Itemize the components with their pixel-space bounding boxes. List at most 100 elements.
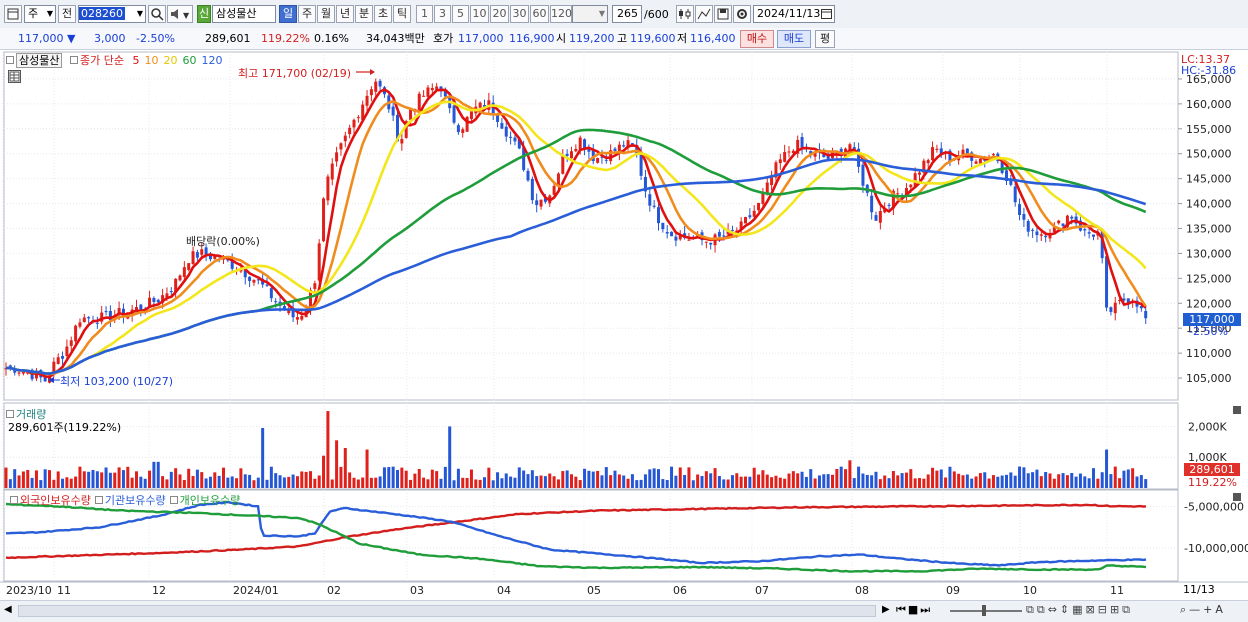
interval-button-10[interactable]: 10 — [470, 5, 489, 23]
playback-controls[interactable]: ⏮■⏭ — [896, 603, 933, 616]
table-icon[interactable] — [8, 70, 21, 83]
candle-body — [574, 148, 578, 152]
legend-ma-10[interactable]: 10 — [144, 54, 159, 67]
volume-bar — [783, 478, 787, 488]
volume-bar — [204, 478, 208, 488]
interval-button-120[interactable]: 120 — [550, 5, 572, 23]
zoom-tool-icons[interactable]: ⌕—+A — [1180, 603, 1226, 616]
price-axis-label: 130,000 — [1186, 247, 1232, 260]
candle-body — [504, 126, 508, 137]
candle-body — [717, 232, 721, 237]
period-tab-5[interactable]: 초 — [374, 5, 392, 23]
volume-bar — [474, 479, 478, 488]
period-tab-2[interactable]: 월 — [317, 5, 335, 23]
volume-bar — [465, 477, 469, 488]
candle-body — [121, 308, 125, 317]
legend-ma-label[interactable]: 종가 단순 — [79, 54, 124, 67]
volume-bar — [382, 467, 386, 488]
legend-stock-name[interactable]: 삼성물산 — [16, 53, 63, 68]
zoom-slider-handle[interactable] — [982, 605, 986, 616]
scrollbar-track[interactable] — [18, 605, 876, 617]
interval-button-3[interactable]: 3 — [434, 5, 451, 23]
holding-legend-1[interactable]: 기관보유수량 — [104, 494, 166, 507]
interval-button-5[interactable]: 5 — [452, 5, 469, 23]
legend-ma-60[interactable]: 60 — [182, 54, 197, 67]
candle-body — [626, 140, 630, 148]
candle-body — [339, 143, 343, 150]
period-tab-1[interactable]: 주 — [298, 5, 316, 23]
gear-icon[interactable] — [733, 5, 751, 23]
legend-ma-5[interactable]: 5 — [132, 54, 140, 67]
sell-button[interactable]: 매도 — [777, 30, 811, 48]
legend-toggle-0[interactable] — [10, 496, 18, 504]
candle-body — [21, 371, 25, 374]
holding-line-individual — [5, 502, 1147, 573]
interval-button-20[interactable]: 20 — [490, 5, 509, 23]
volume-bar — [965, 474, 969, 488]
bottom-scroll-bar: ◀ ▶ ⏮■⏭ ⧉⧉⇔⇕▦⊠⊟⊞⧉ ⌕—+A — [0, 600, 1248, 622]
scroll-right-icon[interactable]: ▶ — [882, 604, 890, 615]
candle-body — [1031, 229, 1035, 231]
volume-bar — [169, 471, 173, 488]
drawing-tool-icon[interactable] — [695, 5, 713, 23]
interval-button-1[interactable]: 1 — [416, 5, 433, 23]
candle-body — [391, 106, 395, 116]
price-change: 3,000 — [94, 32, 126, 45]
buy-button[interactable]: 매수 — [740, 30, 774, 48]
candle-body — [239, 269, 243, 272]
period-tab-4[interactable]: 분 — [355, 5, 373, 23]
volume-bar — [117, 467, 121, 488]
volume-bar — [974, 476, 978, 488]
view-tool-icons[interactable]: ⧉⧉⇔⇕▦⊠⊟⊞⧉ — [1026, 603, 1134, 616]
count-max: /600 — [644, 8, 669, 21]
legend-toggle-2[interactable] — [169, 496, 178, 504]
holding-legend-2[interactable]: 개인보유수량 — [179, 494, 241, 507]
compare-button[interactable]: 전 — [58, 5, 76, 23]
stock-chart[interactable]: 165,000 160,000 155,000 150,000 145,000 140,0… — [0, 49, 1248, 600]
volume-bar — [822, 474, 826, 488]
eval-button[interactable]: 평 — [815, 30, 835, 48]
price-axis-label: 140,000 — [1186, 198, 1232, 211]
volume-bar — [526, 474, 530, 488]
candle-body — [1105, 256, 1109, 308]
candle-body — [556, 173, 560, 187]
legend-toggle-1[interactable] — [94, 496, 103, 504]
save-icon[interactable] — [714, 5, 732, 23]
stock-code-input[interactable]: 028260 ▼ — [78, 5, 146, 23]
speaker-icon[interactable]: ▼ — [167, 5, 193, 23]
candle-body — [335, 152, 339, 162]
volume-bar — [1052, 478, 1056, 488]
interval-button-30[interactable]: 30 — [510, 5, 529, 23]
volume-bar — [304, 471, 308, 488]
period-select[interactable]: 주 ▼ — [24, 5, 56, 23]
zoom-slider[interactable] — [950, 610, 1022, 612]
search-icon[interactable] — [148, 5, 166, 23]
volume-bar — [804, 476, 808, 488]
toolbar: 주 ▼ 전 028260 ▼ ▼ 신 삼성물산 ▼ 265 /600 2024/11… — [0, 0, 1248, 29]
chart-type-icon[interactable] — [676, 5, 694, 23]
volume-bar — [643, 474, 647, 488]
price-axis-label: 150,000 — [1186, 148, 1232, 161]
candle-body — [256, 279, 260, 281]
interval-input[interactable]: ▼ — [572, 5, 608, 23]
candle-body — [82, 317, 86, 323]
count-input[interactable]: 265 — [612, 5, 642, 23]
volume-bar — [878, 479, 882, 488]
legend-ma-120[interactable]: 120 — [201, 54, 223, 67]
volume-bar — [683, 474, 687, 488]
stock-name-field[interactable]: 삼성물산 — [212, 5, 276, 23]
candle-body — [52, 361, 56, 375]
date-input[interactable]: 2024/11/13 — [753, 5, 835, 23]
period-tab-0[interactable]: 일 — [279, 5, 297, 23]
interval-button-60[interactable]: 60 — [530, 5, 549, 23]
period-tab-6[interactable]: 틱 — [393, 5, 411, 23]
volume-bar — [374, 477, 378, 488]
window-menu-icon[interactable] — [4, 5, 22, 23]
candle-body — [822, 154, 826, 158]
volume-bar — [500, 478, 504, 488]
scroll-left-icon[interactable]: ◀ — [4, 604, 12, 615]
period-tab-3[interactable]: 년 — [336, 5, 354, 23]
volume-bar — [726, 479, 730, 488]
holding-legend-0[interactable]: 외국인보유수량 — [20, 494, 91, 507]
legend-ma-20[interactable]: 20 — [163, 54, 178, 67]
